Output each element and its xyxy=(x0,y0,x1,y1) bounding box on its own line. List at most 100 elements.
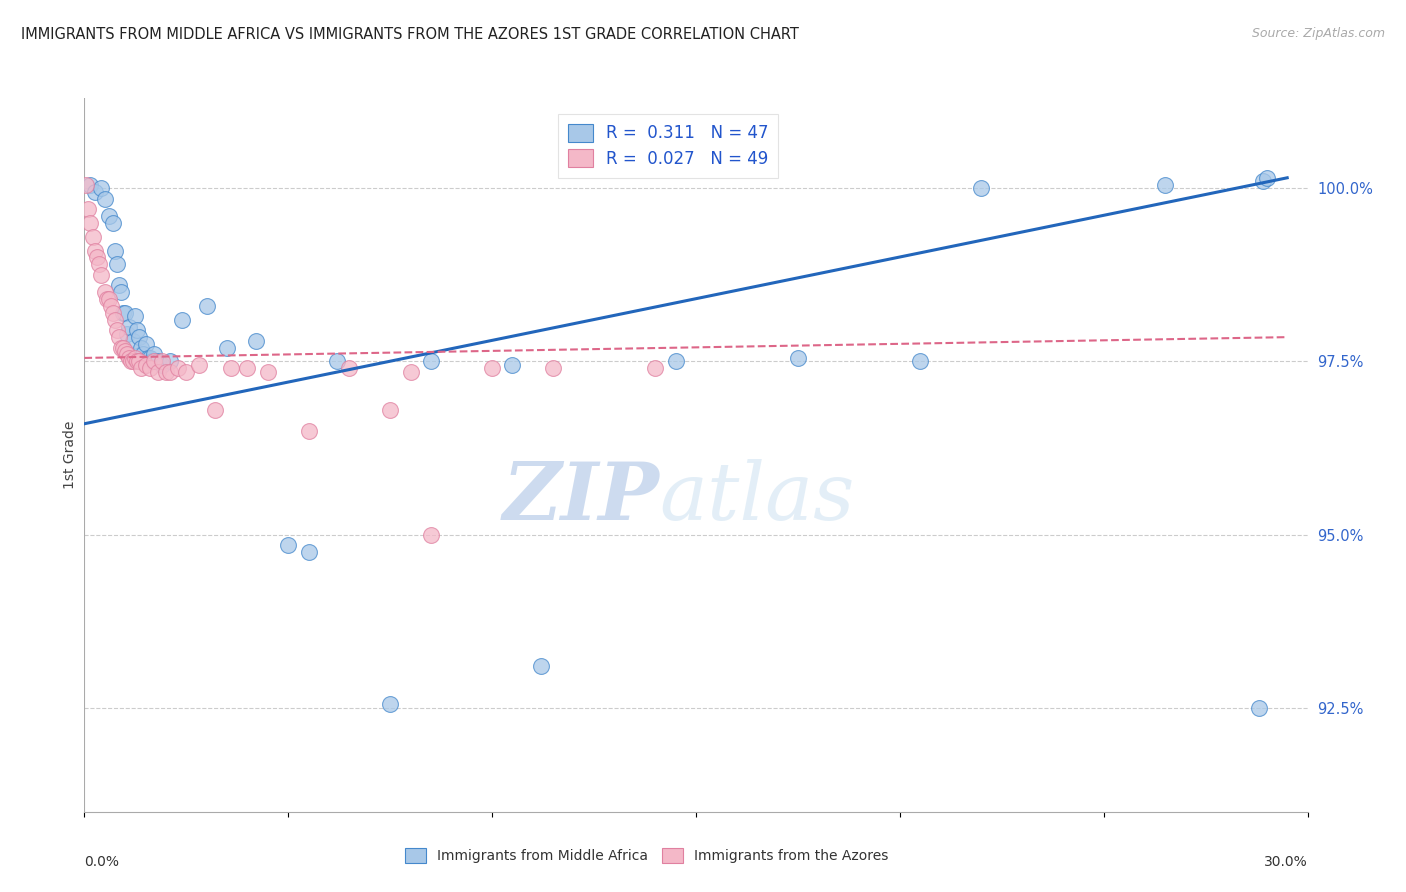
Point xyxy=(155,365,177,379)
Point xyxy=(150,354,173,368)
Point xyxy=(141,354,163,368)
Point xyxy=(93,285,115,299)
Point xyxy=(100,299,122,313)
Point xyxy=(112,306,135,320)
Point xyxy=(420,354,443,368)
Point xyxy=(112,341,135,355)
Point xyxy=(105,323,128,337)
Point xyxy=(122,354,145,368)
Point xyxy=(187,358,209,372)
Point xyxy=(135,358,157,372)
Point xyxy=(277,538,299,552)
Point xyxy=(131,361,153,376)
Point xyxy=(298,545,321,559)
Text: 0.0%: 0.0% xyxy=(84,855,120,869)
Point xyxy=(114,306,136,320)
Text: atlas: atlas xyxy=(659,459,855,536)
Point xyxy=(326,354,349,368)
Point xyxy=(245,334,267,348)
Point xyxy=(127,354,149,368)
Point xyxy=(124,310,146,324)
Point xyxy=(399,365,422,379)
Point xyxy=(787,351,810,365)
Point xyxy=(120,354,142,368)
Point xyxy=(664,354,686,368)
Point xyxy=(138,351,160,365)
Point xyxy=(543,361,565,376)
Point xyxy=(86,251,108,265)
Point xyxy=(420,527,443,541)
Legend: Immigrants from Middle Africa, Immigrants from the Azores: Immigrants from Middle Africa, Immigrant… xyxy=(399,843,894,869)
Point xyxy=(204,403,226,417)
Point xyxy=(150,358,173,372)
Point xyxy=(115,347,138,361)
Point xyxy=(530,659,553,673)
Point xyxy=(1251,174,1274,188)
Point xyxy=(481,361,503,376)
Point xyxy=(79,178,101,192)
Point xyxy=(104,313,127,327)
Point xyxy=(138,361,160,376)
Point xyxy=(79,216,101,230)
Point xyxy=(219,361,242,376)
Point xyxy=(96,292,118,306)
Point xyxy=(159,365,181,379)
Point xyxy=(135,337,157,351)
Point xyxy=(90,181,112,195)
Point xyxy=(380,403,402,417)
Point xyxy=(174,365,197,379)
Point xyxy=(146,365,169,379)
Point xyxy=(97,292,120,306)
Point xyxy=(118,351,141,365)
Point xyxy=(132,347,155,361)
Point xyxy=(77,202,100,216)
Point xyxy=(115,326,138,341)
Point xyxy=(159,354,181,368)
Point xyxy=(82,229,104,244)
Point xyxy=(217,341,239,355)
Point xyxy=(128,354,150,368)
Point xyxy=(1247,700,1270,714)
Point xyxy=(104,244,127,258)
Point xyxy=(644,361,666,376)
Point xyxy=(83,244,105,258)
Point xyxy=(257,365,280,379)
Point xyxy=(93,192,115,206)
Point xyxy=(131,341,153,355)
Point xyxy=(298,424,321,438)
Point xyxy=(97,209,120,223)
Point xyxy=(136,351,159,365)
Point xyxy=(1153,178,1175,192)
Point xyxy=(128,330,150,344)
Text: 30.0%: 30.0% xyxy=(1264,855,1308,869)
Point xyxy=(1256,170,1278,185)
Point xyxy=(146,354,169,368)
Point xyxy=(501,358,523,372)
Point xyxy=(124,351,146,365)
Point xyxy=(167,361,190,376)
Point xyxy=(108,330,131,344)
Point xyxy=(101,306,124,320)
Y-axis label: 1st Grade: 1st Grade xyxy=(63,421,77,489)
Point xyxy=(122,334,145,348)
Point xyxy=(142,354,165,368)
Point xyxy=(110,285,132,299)
Point xyxy=(90,268,112,282)
Point xyxy=(114,343,136,358)
Point xyxy=(87,257,110,271)
Point xyxy=(83,185,105,199)
Point xyxy=(75,178,97,192)
Point xyxy=(195,299,218,313)
Point xyxy=(339,361,360,376)
Point xyxy=(142,347,165,361)
Point xyxy=(236,361,259,376)
Point xyxy=(118,319,141,334)
Point xyxy=(127,323,149,337)
Point xyxy=(110,341,132,355)
Point xyxy=(105,257,128,271)
Point xyxy=(970,181,993,195)
Point xyxy=(908,354,931,368)
Point xyxy=(172,313,194,327)
Text: ZIP: ZIP xyxy=(502,459,659,536)
Point xyxy=(101,216,124,230)
